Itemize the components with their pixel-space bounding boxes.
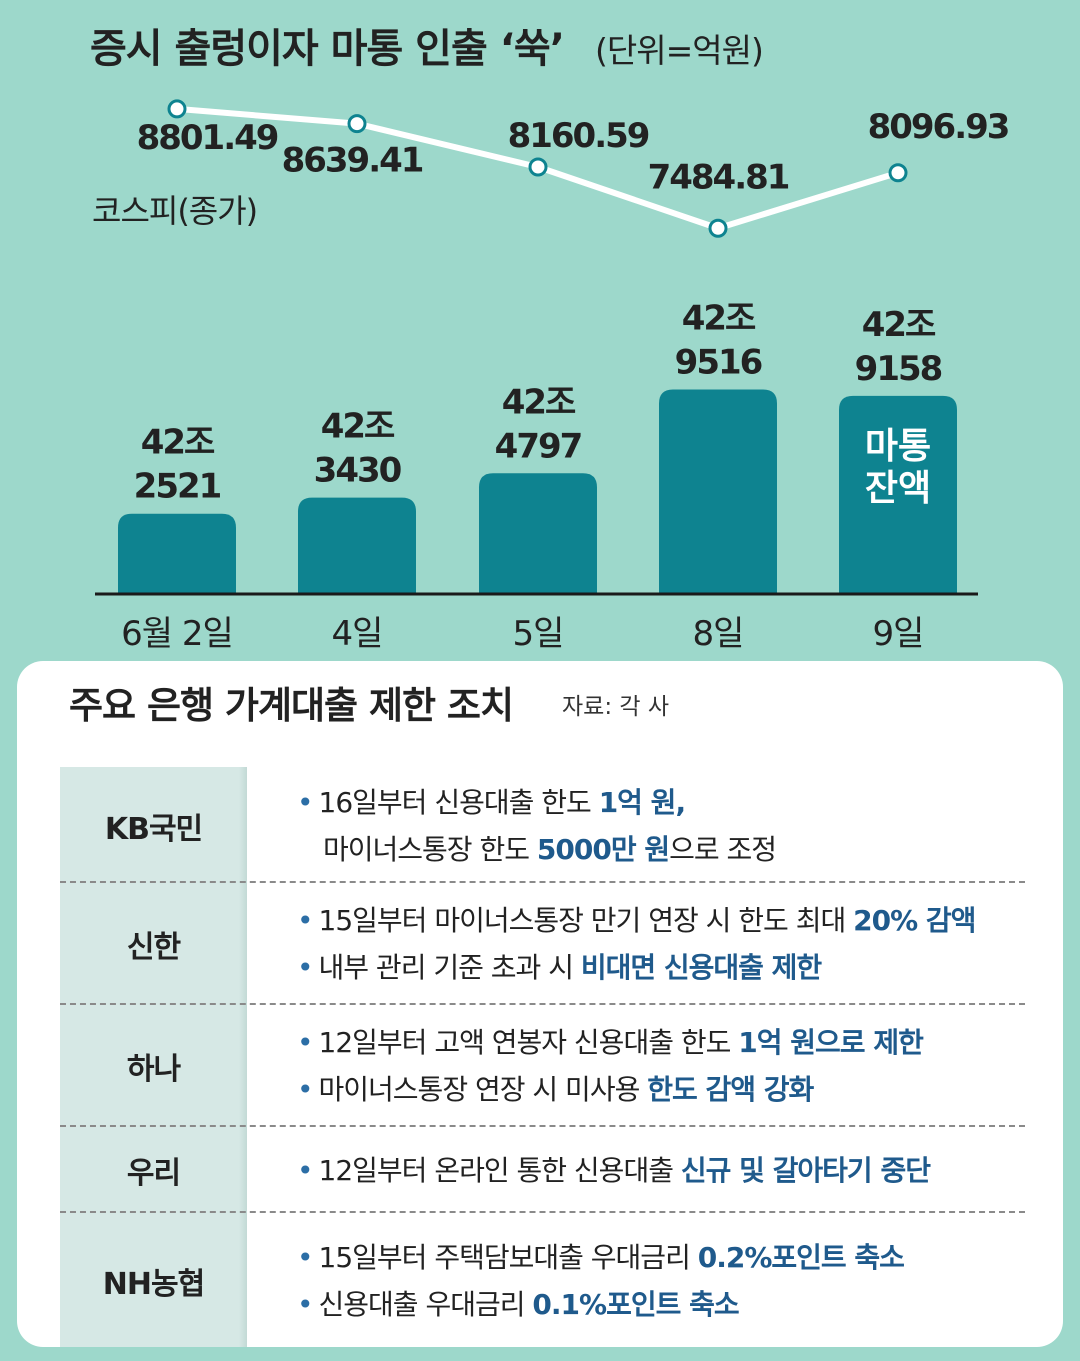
bar-series-label: 마통: [865, 426, 931, 467]
measure-text: 내부 관리 기준 초과 시: [318, 951, 581, 984]
line-point-label: 7484.81: [648, 157, 789, 197]
line-point-label: 8096.93: [868, 107, 1009, 147]
measure-highlight: 20% 감액: [853, 904, 976, 937]
bar: [479, 473, 597, 594]
chart-unit: (단위=억원): [595, 31, 763, 70]
bank-column-edge: [239, 767, 247, 1347]
row-divider: [60, 881, 1025, 883]
measure-item: 마이너스통장 한도 5000만 원으로 조정: [297, 828, 1063, 868]
measure-highlight: 1억 원,: [598, 786, 686, 819]
bar: [298, 497, 416, 594]
line-point-label: 8639.41: [282, 141, 423, 181]
bar: [659, 389, 777, 594]
measure-item: • 12일부터 고액 연봉자 신용대출 한도 1억 원으로 제한: [297, 1021, 1037, 1061]
chart: 증시 출렁이자 마통 인출 ‘쑥’ (단위=억원) 코스피(종가) 42조252…: [90, 26, 1010, 654]
measure-highlight: 비대면 신용대출 제한: [580, 951, 822, 984]
measure-item: • 16일부터 신용대출 한도 1억 원,: [297, 781, 1037, 821]
bullet-icon: •: [297, 951, 313, 984]
measure-text: 15일부터 주택담보대출 우대금리: [318, 1241, 698, 1274]
table-row: 하나 • 12일부터 고액 연봉자 신용대출 한도 1억 원으로 제한 • 마이너스통장…: [60, 1003, 1025, 1125]
table-row: 신한 • 15일부터 마이너스통장 만기 연장 시 한도 최대 20% 감액 • 내부 …: [60, 881, 1025, 1003]
measure-text: 마이너스통장 한도: [323, 833, 537, 866]
measure-highlight: 0.2%포인트 축소: [697, 1241, 905, 1274]
line-point: [888, 163, 908, 183]
measure-highlight: 1억 원으로 제한: [738, 1026, 924, 1059]
bullet-icon: •: [297, 1241, 313, 1274]
line-point-label: 8160.59: [508, 116, 649, 156]
measure-item: • 15일부터 마이너스통장 만기 연장 시 한도 최대 20% 감액: [297, 899, 1037, 939]
bar: [839, 395, 957, 594]
line-point: [347, 114, 367, 134]
measure-item: • 마이너스통장 연장 시 미사용 한도 감액 강화: [297, 1068, 1037, 1108]
bank-name: 하나: [126, 1052, 181, 1087]
row-divider: [60, 1003, 1025, 1005]
bank-name: KB국민: [104, 812, 203, 847]
bullet-icon: •: [297, 1026, 313, 1059]
bar-value-label-top: 42조: [321, 407, 395, 447]
measure-item: • 내부 관리 기준 초과 시 비대면 신용대출 제한: [297, 946, 1037, 986]
measure-text: 16일부터 신용대출 한도: [318, 786, 599, 819]
bank-name: 신한: [126, 930, 181, 965]
bar-value-label-top: 42조: [862, 305, 936, 345]
x-tick-label: 8일: [693, 614, 744, 654]
bullet-icon: •: [297, 786, 313, 819]
bank-column: [60, 767, 247, 1347]
chart-title: 증시 출렁이자 마통 인출 ‘쑥’: [90, 26, 564, 72]
x-tick-label: 6월 2일: [121, 614, 233, 654]
measure-text: 마이너스통장 연장 시 미사용: [318, 1073, 648, 1106]
measure-item: • 12일부터 온라인 통한 신용대출 신규 및 갈아타기 중단: [297, 1149, 1037, 1189]
bar-value-label-top: 42조: [682, 298, 756, 338]
measure-text: 신용대출 우대금리: [318, 1288, 533, 1321]
bar-value-label-bottom: 9158: [855, 349, 942, 389]
bar-value-label-bottom: 2521: [134, 467, 221, 507]
measure-highlight: 5000만 원: [536, 833, 670, 866]
bullet-icon: •: [297, 1073, 313, 1106]
measure-text: 12일부터 고액 연봉자 신용대출 한도: [318, 1026, 739, 1059]
measure-highlight: 신규 및 갈아타기 중단: [680, 1153, 931, 1187]
bar-value-label-bottom: 9516: [675, 342, 762, 382]
measure-text: 15일부터 마이너스통장 만기 연장 시 한도 최대: [318, 904, 854, 937]
x-tick-label: 5일: [513, 614, 564, 654]
bar-value-label-top: 42조: [502, 382, 576, 422]
row-divider: [60, 1211, 1025, 1213]
table-card: 주요 은행 가계대출 제한 조치 자료: 각 사 KB국민 • 16일부터 신용대출…: [17, 661, 1063, 1347]
line-point: [167, 99, 187, 119]
bullet-icon: •: [297, 904, 313, 937]
measure-item: • 신용대출 우대금리 0.1%포인트 축소: [297, 1283, 1037, 1323]
table-row: 우리 • 12일부터 온라인 통한 신용대출 신규 및 갈아타기 중단: [60, 1125, 1025, 1211]
measure-text-tail: 으로 조정: [669, 833, 777, 866]
line-point: [708, 218, 728, 238]
table-row: NH농협 • 15일부터 주택담보대출 우대금리 0.2%포인트 축소 • 신용대출 우…: [60, 1211, 1025, 1347]
bullet-icon: •: [297, 1288, 313, 1321]
line-point: [528, 157, 548, 177]
x-tick-label: 4일: [332, 614, 383, 654]
line-point-label: 8801.49: [137, 118, 278, 158]
table-title: 주요 은행 가계대출 제한 조치: [69, 684, 514, 727]
measure-item: • 15일부터 주택담보대출 우대금리 0.2%포인트 축소: [297, 1236, 1037, 1276]
bar-series-label: 잔액: [865, 468, 931, 509]
line-series-label: 코스피(종가): [92, 192, 257, 230]
bar-value-label-bottom: 4797: [495, 426, 582, 466]
measure-text: 12일부터 온라인 통한 신용대출: [318, 1153, 681, 1187]
bank-name: 우리: [126, 1156, 181, 1191]
bank-name: NH농협: [102, 1267, 205, 1302]
x-tick-label: 9일: [873, 614, 924, 654]
table-row: KB국민 • 16일부터 신용대출 한도 1억 원, 마이너스통장 한도 5000만 …: [60, 767, 1025, 881]
measure-highlight: 0.1%포인트 축소: [532, 1288, 739, 1321]
bullet-icon: •: [297, 1153, 313, 1187]
measure-highlight: 한도 감액 강화: [647, 1073, 814, 1106]
row-divider: [60, 1125, 1025, 1127]
bar: [118, 513, 236, 594]
bar-value-label-bottom: 3430: [314, 451, 402, 491]
bar-value-label-top: 42조: [141, 423, 215, 463]
table-source: 자료: 각 사: [562, 694, 670, 720]
